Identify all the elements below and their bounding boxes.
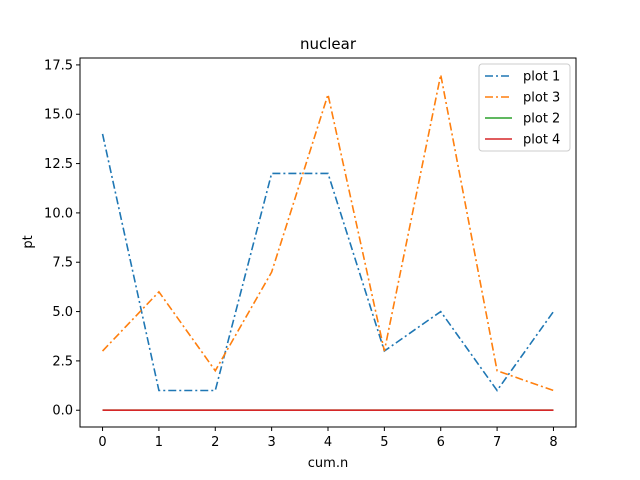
y-tick-label: 17.5 — [44, 58, 73, 73]
x-tick-label: 0 — [98, 435, 106, 450]
legend-label: plot 4 — [523, 133, 560, 148]
x-tick-label: 5 — [380, 435, 388, 450]
y-tick-label: 5.0 — [52, 305, 73, 320]
y-tick-label: 12.5 — [44, 157, 73, 172]
legend-label: plot 3 — [523, 91, 560, 106]
legend: plot 1 plot 3 plot 2 plot 4 — [478, 63, 571, 152]
y-tick-label: 7.5 — [52, 256, 73, 271]
x-tick-label: 7 — [493, 435, 501, 450]
legend-box — [478, 63, 571, 152]
x-tick-label: 8 — [549, 435, 557, 450]
legend-label: plot 1 — [523, 70, 560, 85]
y-axis: 0.0 2.5 5.0 7.5 10.0 12.5 15.0 17.5 — [44, 58, 80, 419]
series-line-plot-1 — [101, 133, 555, 392]
x-tick-label: 1 — [155, 435, 163, 450]
y-axis-title: pt — [21, 235, 36, 248]
x-axis-title: cum.n — [308, 456, 348, 471]
plot-area — [101, 74, 555, 412]
x-tick-label: 6 — [437, 435, 445, 450]
y-tick-label: 10.0 — [44, 206, 73, 221]
x-tick-label: 2 — [211, 435, 219, 450]
x-tick-label: 3 — [267, 435, 275, 450]
x-tick-label: 4 — [324, 435, 332, 450]
y-tick-label: 0.0 — [52, 404, 73, 419]
x-axis: 0 1 2 3 4 5 6 7 8 — [98, 427, 558, 450]
y-tick-label: 15.0 — [44, 108, 73, 123]
legend-label: plot 2 — [523, 112, 560, 127]
y-tick-label: 2.5 — [52, 354, 73, 369]
chart-title: nuclear — [300, 35, 357, 53]
series-line-plot-3 — [101, 74, 554, 392]
